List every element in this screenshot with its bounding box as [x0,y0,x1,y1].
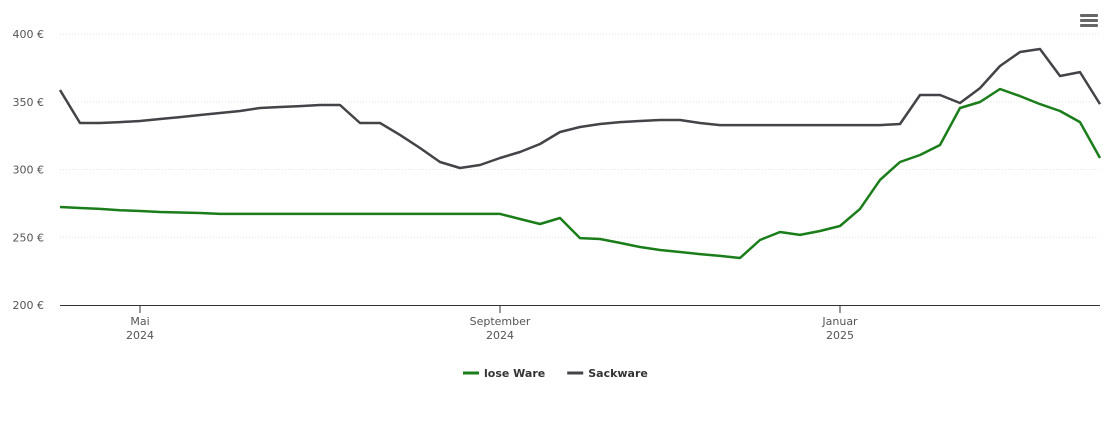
series-line [58,47,1102,170]
menu-button[interactable] [1080,14,1098,27]
x-tick-label: Januar 2025 [821,315,858,342]
legend-label: Sackware [588,367,648,380]
menu-bar [1080,14,1098,17]
x-tick-label-line: September [470,315,531,328]
x-tick-label-line: Mai [130,315,149,328]
x-tick-label: Mai 2024 [126,315,154,342]
x-tick-label-line: 2024 [486,329,514,342]
x-tick-label-line: 2025 [826,329,854,342]
y-tick-label: 300 € [13,164,45,177]
y-tick-label: 400 € [13,28,45,41]
y-tick-label: 350 € [13,96,45,109]
series-line [59,87,1102,260]
x-tick-label: September 2024 [470,315,531,342]
x-tick-label-line: 2024 [126,329,154,342]
y-tick-label: 200 € [13,299,45,312]
y-tick-label: 250 € [13,231,45,244]
legend-label: lose Ware [484,367,545,380]
menu-bar [1080,24,1098,27]
menu-bar [1080,19,1098,22]
x-tick-label-line: Januar [821,315,858,328]
